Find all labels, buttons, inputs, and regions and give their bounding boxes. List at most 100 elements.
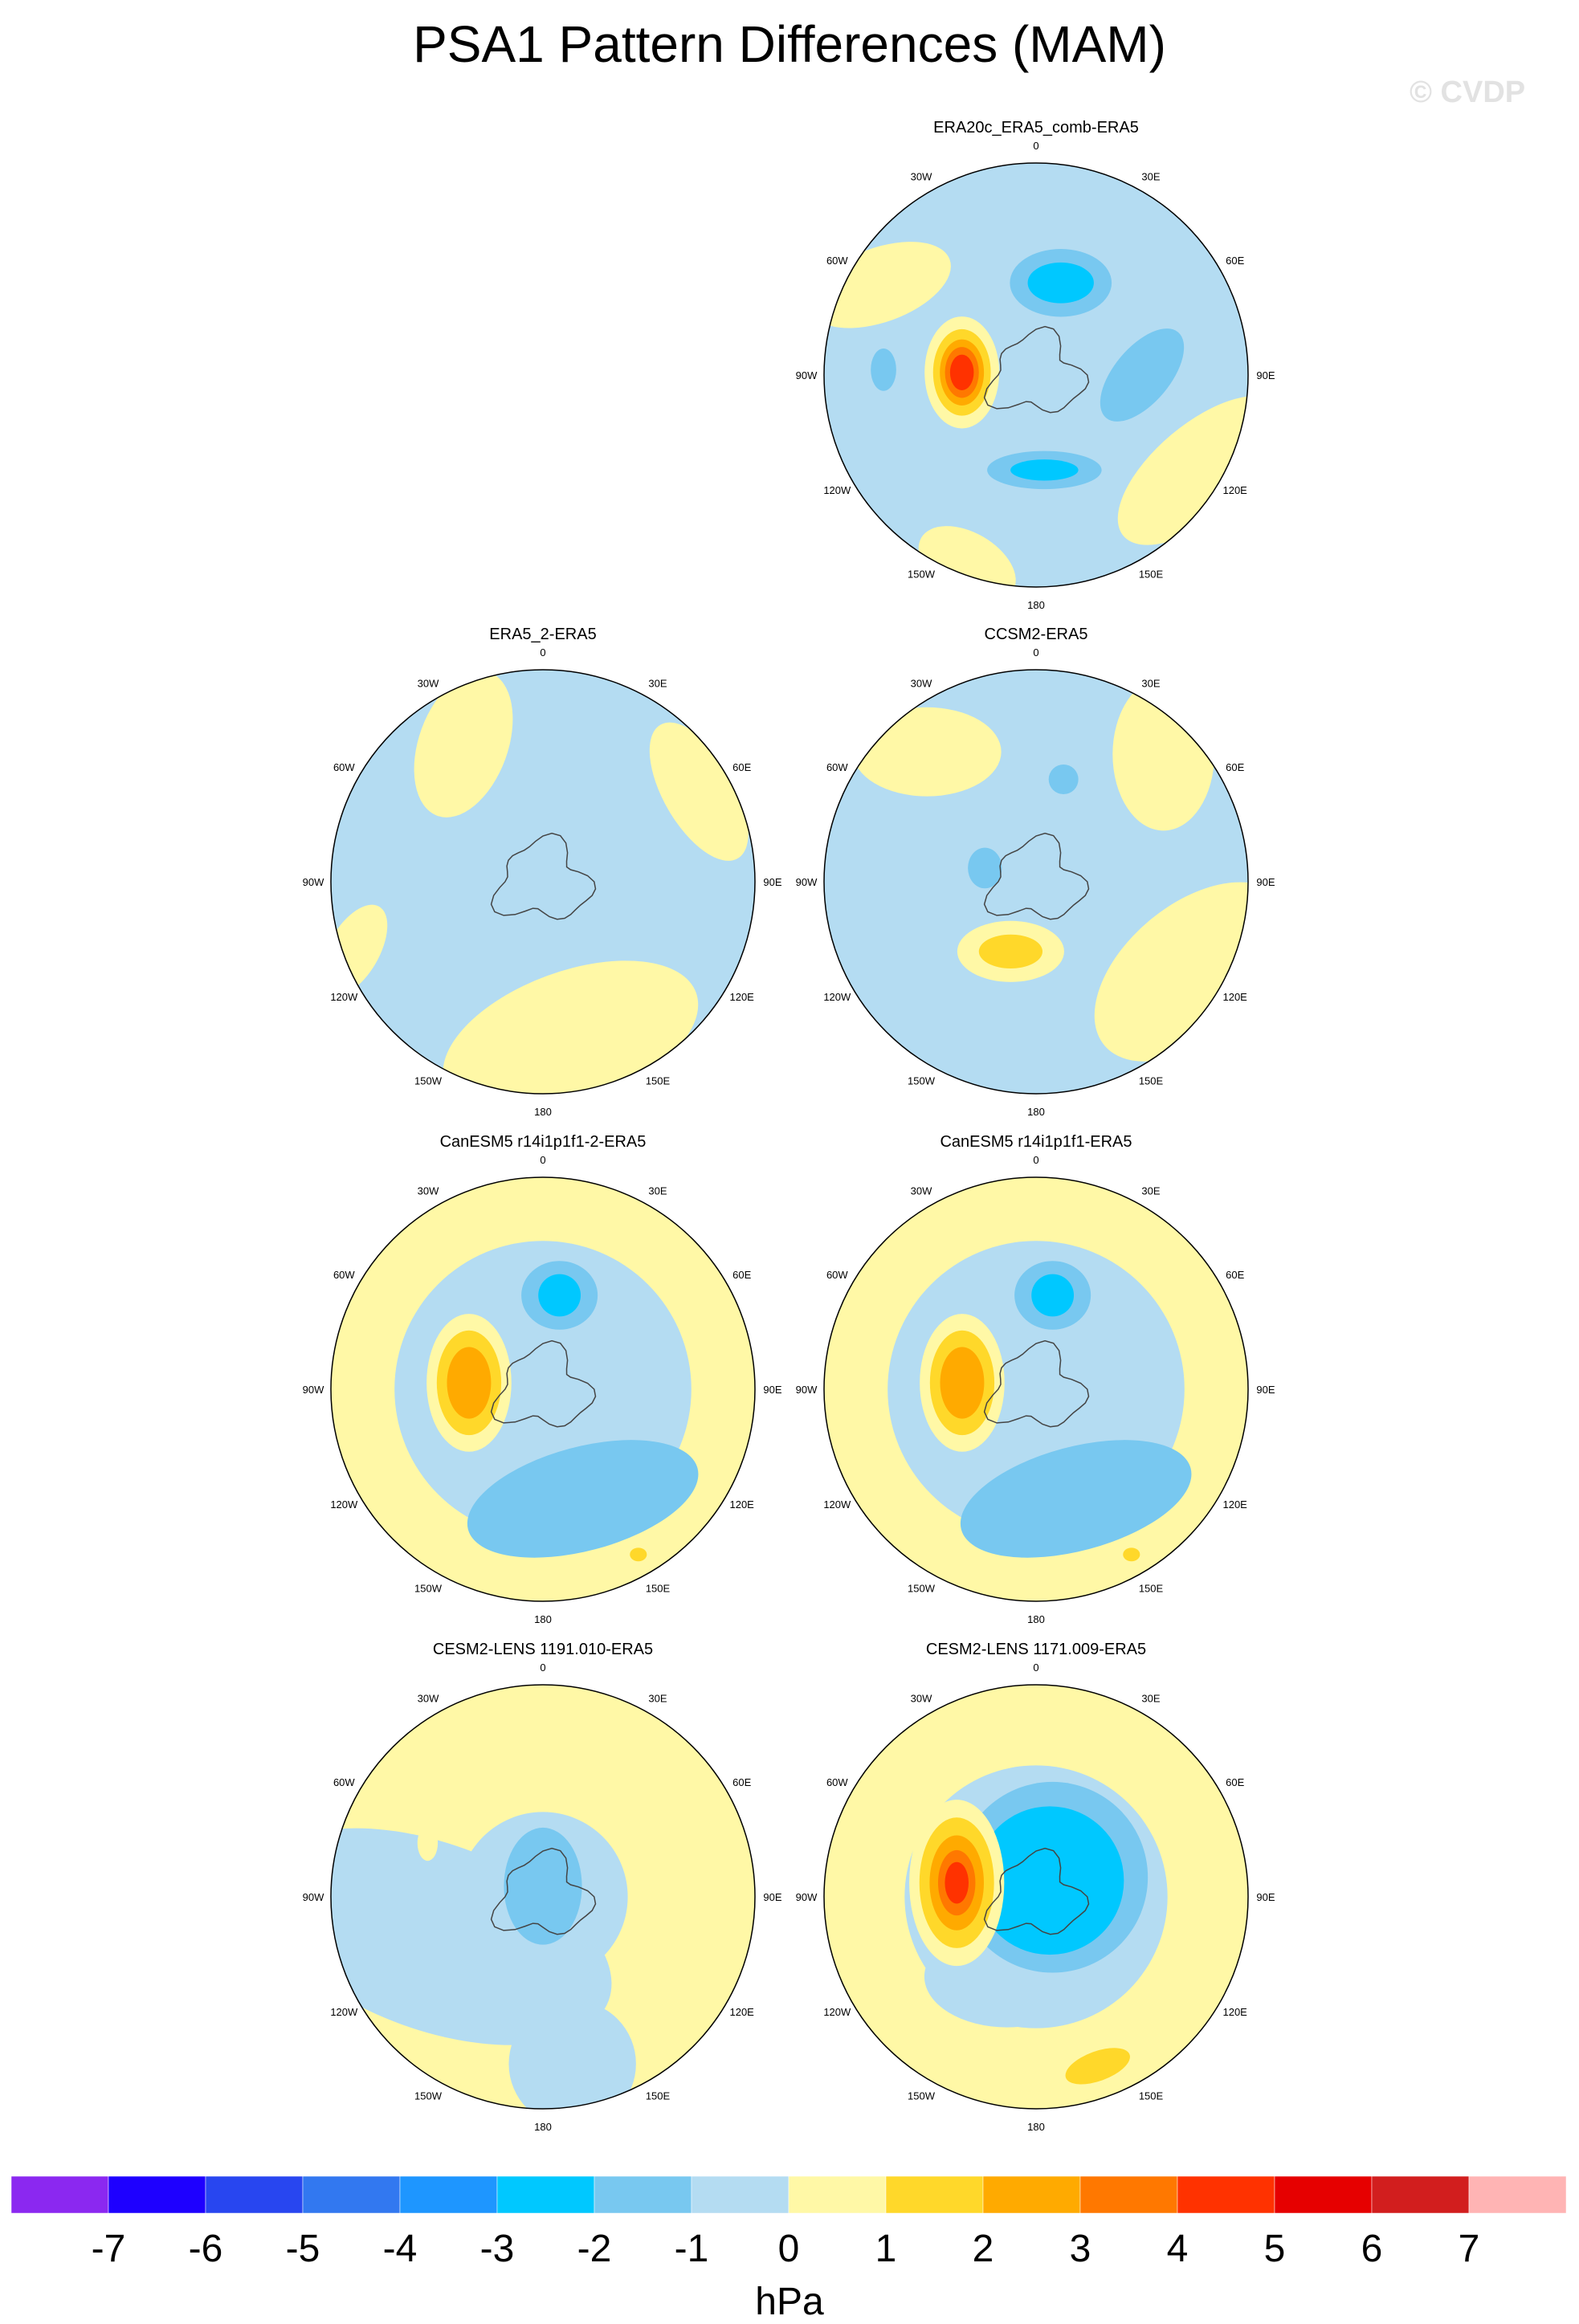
longitude-label: 0 xyxy=(540,646,545,658)
contour-region xyxy=(978,934,1042,968)
longitude-label: 180 xyxy=(1027,1106,1045,1118)
map-border xyxy=(330,669,756,1095)
antarctica-coastline xyxy=(490,832,597,920)
longitude-label: 120W xyxy=(823,2006,851,2018)
longitude-label: 0 xyxy=(1033,646,1038,658)
contour-region xyxy=(467,1440,699,1558)
contour-field xyxy=(331,1177,755,1601)
map-border xyxy=(330,1684,756,2110)
contour-field xyxy=(331,1685,755,2109)
longitude-label: 60W xyxy=(826,1269,848,1281)
longitude-label: 90W xyxy=(796,876,818,888)
contour-region xyxy=(417,1825,439,1861)
panel-title: CESM2-LENS 1191.010-ERA5 xyxy=(433,1641,653,1658)
longitude-label: 150W xyxy=(414,2090,443,2102)
map-panel-cesm2-1191: CESM2-LENS 1191.010-ERA5 0 30E 60E 90E 120E 15… xyxy=(303,1641,782,2133)
longitude-label: 0 xyxy=(540,1154,545,1166)
contour-region xyxy=(1031,1274,1075,1317)
longitude-label: 60E xyxy=(1226,761,1244,773)
longitude-label: 30W xyxy=(911,677,932,689)
longitude-label: 60W xyxy=(826,1776,848,1788)
contour-region xyxy=(968,847,1002,889)
contour-region xyxy=(1048,764,1079,794)
map-panel-canesm5-2: CanESM5 r14i1p1f1-2-ERA5 0 30E 60E 90E 120E 15… xyxy=(303,1133,782,1625)
antarctica-coastline xyxy=(983,1847,1090,1935)
antarctica-coastline xyxy=(983,325,1090,414)
contour-region xyxy=(508,2000,636,2109)
contour-region xyxy=(447,1347,492,1419)
longitude-label: 120W xyxy=(330,1498,358,1511)
longitude-label: 30E xyxy=(648,677,667,689)
contour-region xyxy=(949,354,974,390)
contour-region xyxy=(1123,1547,1140,1562)
map-border xyxy=(823,669,1249,1095)
contour-region xyxy=(1100,328,1185,422)
contour-region xyxy=(871,348,896,391)
contour-field xyxy=(824,1177,1248,1601)
longitude-label: 150W xyxy=(908,569,936,581)
longitude-label: 90E xyxy=(1256,369,1275,381)
longitude-label: 90W xyxy=(303,1891,324,1903)
longitude-label: 60W xyxy=(333,761,355,773)
longitude-label: 180 xyxy=(1027,1613,1045,1625)
panel-title: ERA20c_ERA5_comb-ERA5 xyxy=(933,119,1139,137)
longitude-label: 120W xyxy=(823,484,851,496)
map-panel-canesm5: CanESM5 r14i1p1f1-ERA5 0 30E 60E 90E 120E 150E… xyxy=(796,1133,1275,1625)
longitude-label: 120E xyxy=(729,1498,754,1511)
longitude-label: 90E xyxy=(763,1384,781,1396)
longitude-label: 30E xyxy=(1141,170,1160,182)
map-panel-cesm2-1171: CESM2-LENS 1171.009-ERA5 0 30E 60E 90E 120E 15… xyxy=(796,1641,1275,2133)
longitude-label: 120W xyxy=(330,2006,358,2018)
longitude-label: 120E xyxy=(729,991,754,1003)
longitude-label: 120E xyxy=(1222,1498,1247,1511)
contour-region xyxy=(414,671,513,817)
longitude-label: 60E xyxy=(1226,1269,1244,1281)
longitude-label: 180 xyxy=(534,1106,552,1118)
longitude-label: 150W xyxy=(908,1075,936,1087)
contour-region xyxy=(1112,678,1215,831)
contour-region xyxy=(975,1806,1124,1955)
map-border xyxy=(330,1176,756,1602)
longitude-label: 150W xyxy=(908,1583,936,1595)
longitude-label: 90E xyxy=(763,876,781,888)
contour-region xyxy=(630,1547,647,1562)
longitude-label: 30E xyxy=(1141,677,1160,689)
longitude-label: 90E xyxy=(763,1891,781,1903)
map-panel-ccsm2: CCSM2-ERA5 0 30E 60E 90E 120E 150E 180 150W 120W 9… xyxy=(796,626,1275,1118)
longitude-label: 0 xyxy=(1033,1154,1038,1166)
longitude-label: 60W xyxy=(333,1776,355,1788)
contour-field xyxy=(824,163,1248,587)
antarctica-coastline xyxy=(490,1847,597,1935)
longitude-label: 60W xyxy=(826,761,848,773)
longitude-label: 90W xyxy=(796,1384,818,1396)
longitude-label: 30E xyxy=(1141,1692,1160,1704)
longitude-label: 60E xyxy=(1226,1776,1244,1788)
contour-region xyxy=(1010,459,1079,481)
longitude-label: 120W xyxy=(330,991,358,1003)
longitude-label: 120E xyxy=(1222,2006,1247,2018)
longitude-label: 120W xyxy=(823,1498,851,1511)
longitude-label: 150W xyxy=(414,1583,443,1595)
panel-title: CCSM2-ERA5 xyxy=(985,626,1088,643)
longitude-label: 180 xyxy=(534,1613,552,1625)
longitude-label: 180 xyxy=(534,2121,552,2133)
map-panel-era20c: ERA20c_ERA5_comb-ERA5 0 30E 60E 90E 120E 150E 1… xyxy=(796,119,1275,611)
map-border xyxy=(823,162,1249,588)
longitude-label: 0 xyxy=(540,1661,545,1674)
antarctica-coastline xyxy=(490,1339,597,1428)
contour-region xyxy=(945,1861,969,1904)
contour-field xyxy=(824,1685,1248,2109)
antarctica-coastline xyxy=(983,832,1090,920)
contour-region xyxy=(940,1347,985,1419)
longitude-label: 60E xyxy=(732,1269,751,1281)
longitude-label: 90E xyxy=(1256,1891,1275,1903)
longitude-label: 150E xyxy=(1139,2090,1164,2102)
longitude-label: 180 xyxy=(1027,2121,1045,2133)
contour-region xyxy=(960,1440,1192,1558)
longitude-label: 30W xyxy=(911,170,932,182)
watermark: © CVDP xyxy=(1410,75,1526,109)
longitude-label: 90W xyxy=(796,1891,818,1903)
longitude-label: 150E xyxy=(646,2090,671,2102)
contour-field xyxy=(331,670,755,1094)
